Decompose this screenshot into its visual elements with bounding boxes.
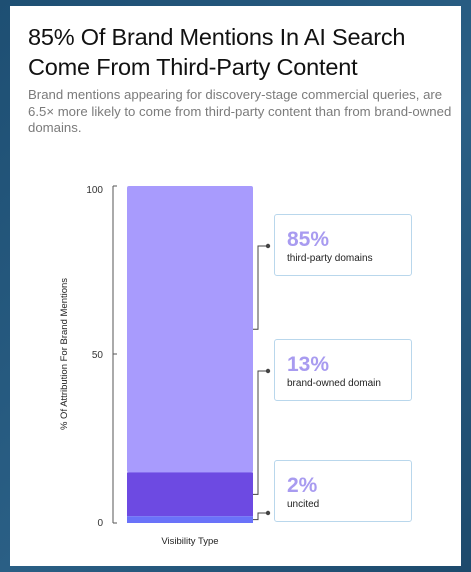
callout-brand-owned-label: brand-owned domain xyxy=(287,378,381,389)
bar-segment-brand-owned xyxy=(127,472,253,517)
bar-segment-third-party xyxy=(127,186,253,473)
callout-uncited-label: uncited xyxy=(287,499,320,510)
callout-third-party-label: third-party domains xyxy=(287,253,373,264)
callout-connectors xyxy=(253,243,271,521)
callout-third-party: 85% third-party domains xyxy=(274,214,412,276)
y-tick-label-0: 0 xyxy=(97,518,103,529)
y-tick-label-100: 100 xyxy=(86,185,103,196)
callout-third-party-value: 85% xyxy=(287,228,330,251)
chart-title: 85% Of Brand Mentions In AI Search Come … xyxy=(28,24,406,80)
connector-uncited xyxy=(253,512,268,521)
connector-brand-owned-dot xyxy=(265,368,271,374)
callout-uncited: 2% uncited xyxy=(274,460,412,522)
y-axis-title: % Of Attribution For Brand Mentions xyxy=(59,278,70,430)
bar-segment-uncited xyxy=(127,516,253,523)
stacked-bar-chart: 100 50 0 % Of Attribution For Brand Ment… xyxy=(59,185,271,547)
connector-third-party-dot xyxy=(265,243,271,249)
chart-subtitle: Brand mentions appearing for discovery-s… xyxy=(28,87,452,135)
x-axis-title: Visibility Type xyxy=(161,536,218,547)
callout-brand-owned: 13% brand-owned domain xyxy=(274,339,412,401)
bar-segments xyxy=(127,186,253,523)
callout-brand-owned-value: 13% xyxy=(287,353,330,376)
connector-brand-owned xyxy=(253,370,268,495)
y-tick-label-50: 50 xyxy=(92,350,104,361)
callout-uncited-value: 2% xyxy=(287,474,318,497)
connector-uncited-dot xyxy=(265,510,271,516)
connector-third-party xyxy=(253,245,268,330)
chart-card: 85% Of Brand Mentions In AI Search Come … xyxy=(10,6,461,566)
